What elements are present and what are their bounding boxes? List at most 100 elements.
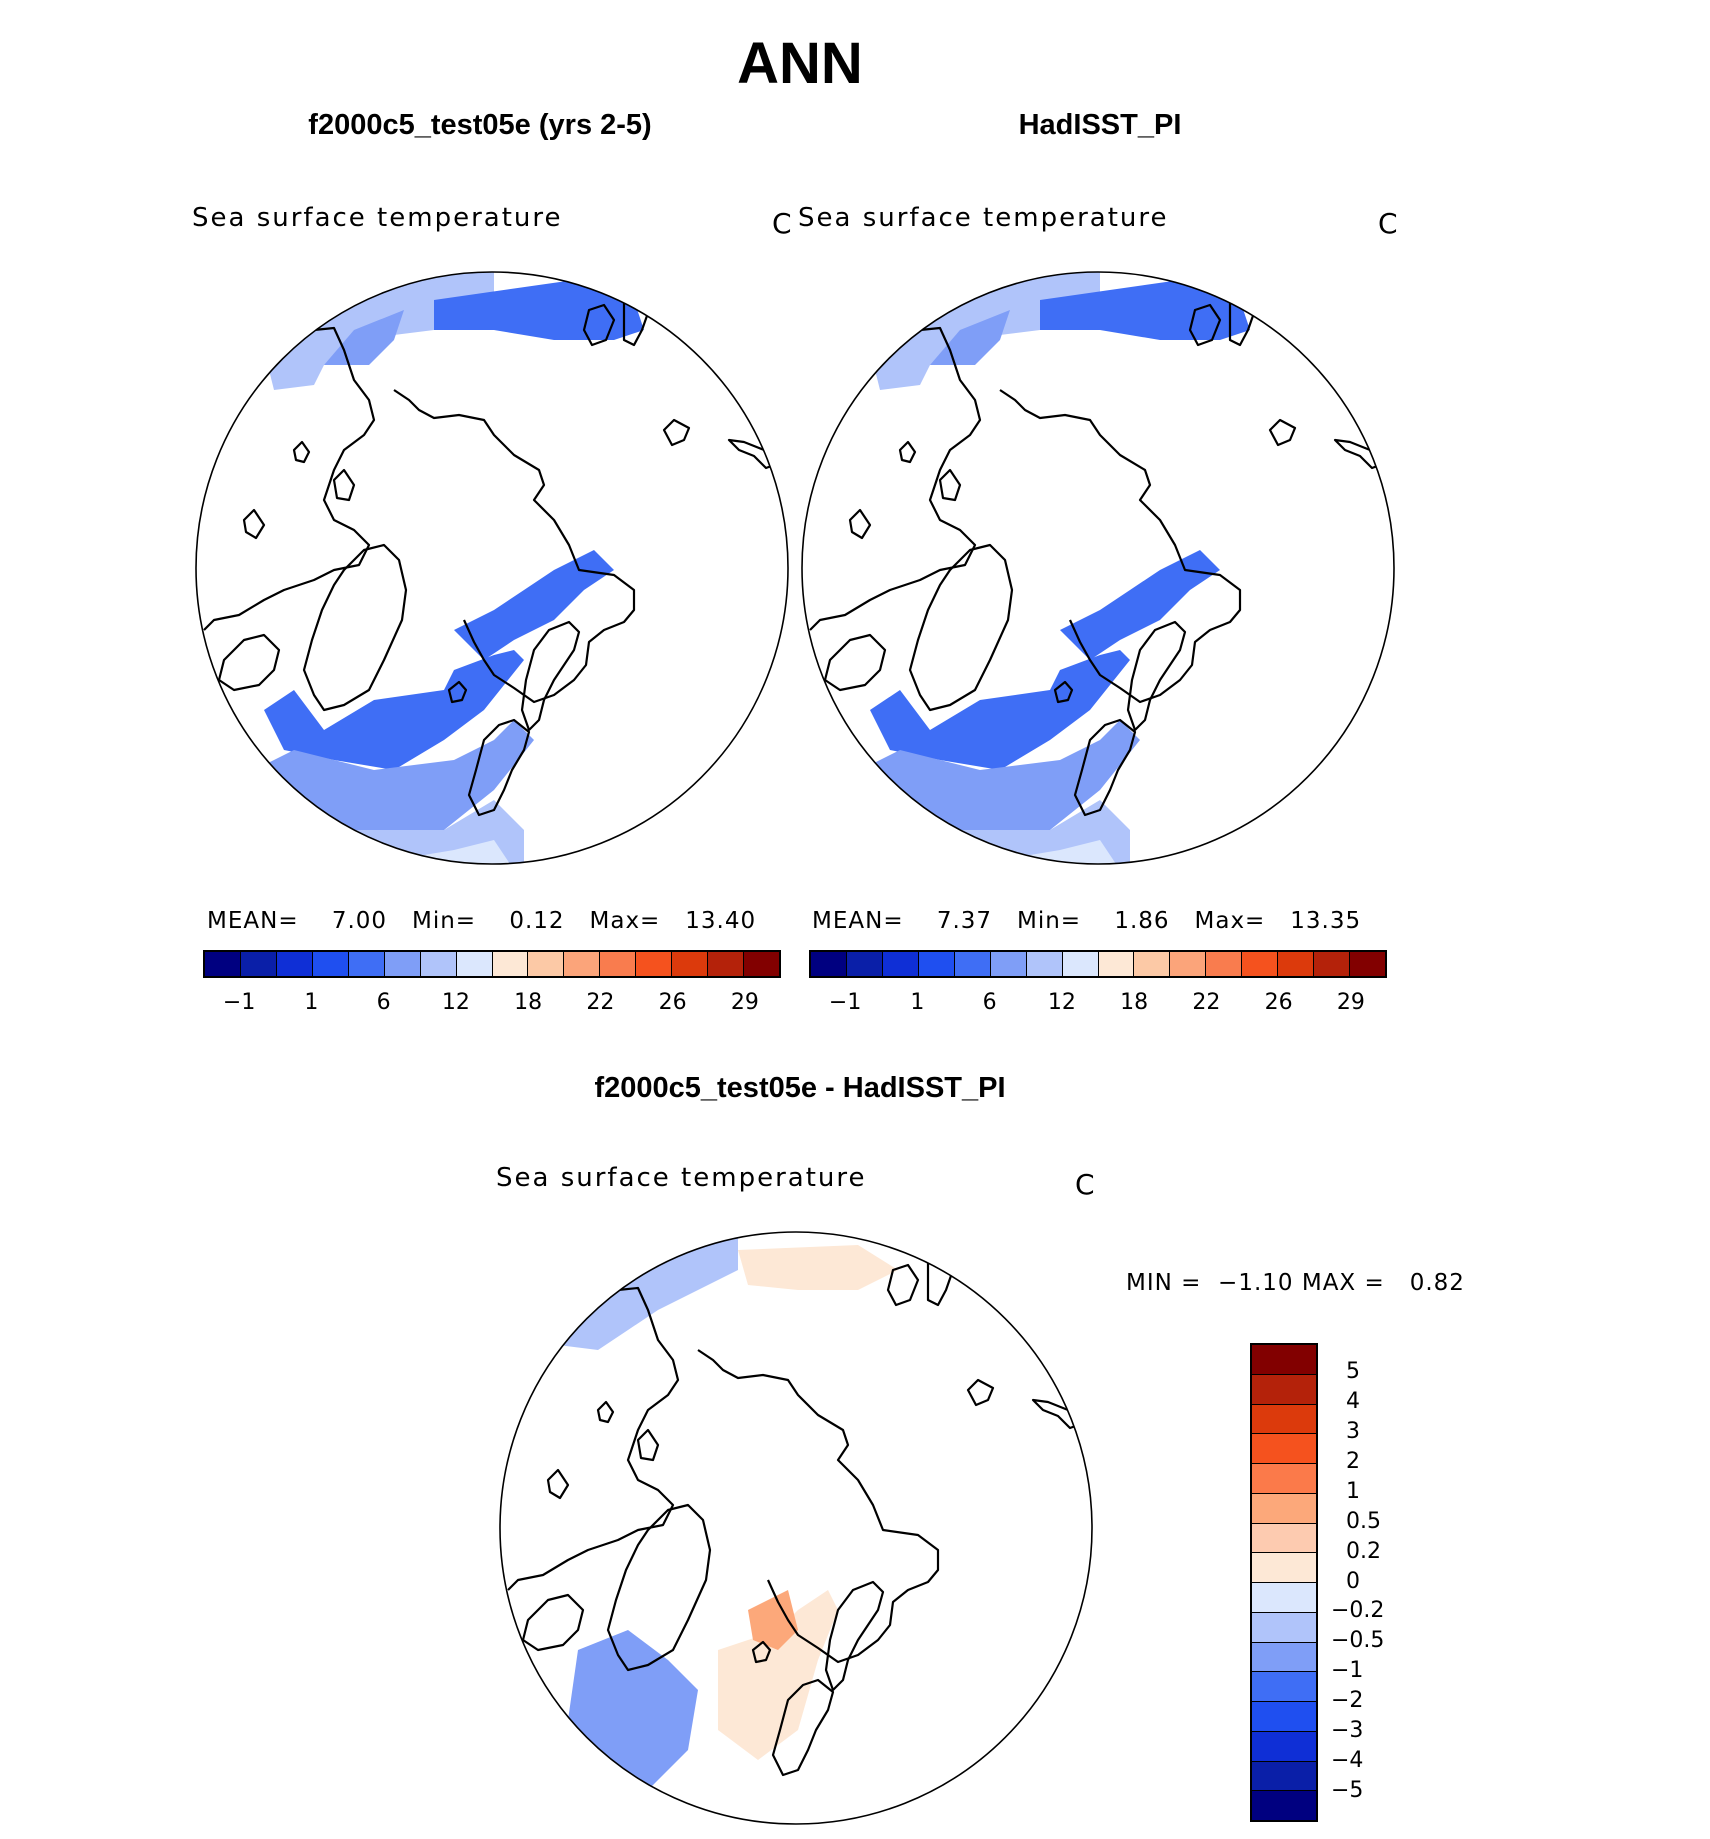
max-value: 13.40 xyxy=(685,908,757,934)
colorbar-cell xyxy=(744,952,779,976)
coastline xyxy=(521,1593,585,1652)
colorbar-cell xyxy=(1098,952,1135,976)
colorbar-tick-label: −4 xyxy=(1331,1748,1364,1774)
coastline xyxy=(848,508,872,540)
coastline xyxy=(1053,680,1074,704)
colorbar-cell xyxy=(1252,1374,1316,1405)
panel-subtitle-model: Sea surface temperature xyxy=(192,203,563,233)
colorbar-cell xyxy=(1252,1761,1316,1792)
colorbar-tick-label: 0 xyxy=(1346,1568,1360,1594)
coastline xyxy=(966,1378,995,1407)
colorbar-tick-label: −2 xyxy=(1331,1688,1364,1714)
coastline xyxy=(582,303,616,347)
colorbar-cell xyxy=(1252,1493,1316,1524)
colorbar-tick-label: 4 xyxy=(1346,1388,1360,1414)
coastline xyxy=(332,468,356,502)
colorbar-tick-label: 6 xyxy=(376,990,391,1015)
max-label: Max= xyxy=(589,908,661,934)
sst-region-norwegian-sea xyxy=(454,550,614,660)
colorbar-tick-label: 29 xyxy=(1336,990,1365,1015)
coastline xyxy=(908,543,1014,712)
min-value: 0.12 xyxy=(509,908,565,934)
colorbar-tick-label: −1 xyxy=(222,990,256,1015)
colorbar-cell xyxy=(240,952,277,976)
coastline xyxy=(302,543,408,712)
colorbar-cell xyxy=(312,952,349,976)
coastline xyxy=(217,633,281,692)
colorbar-cell xyxy=(1252,1434,1316,1464)
colorbar-cell xyxy=(1252,1583,1316,1613)
panel-title-diff: f2000c5_test05e - HadISST_PI xyxy=(594,1072,1006,1104)
colorbar-tick-label: 0.5 xyxy=(1346,1508,1381,1534)
colorbar-cell xyxy=(1252,1702,1316,1732)
colorbar-cell xyxy=(1350,952,1385,976)
coastline xyxy=(662,418,691,447)
coastline xyxy=(242,508,266,540)
mean-label: MEAN= xyxy=(207,908,299,934)
colorbar-tick-label: −1 xyxy=(1331,1658,1364,1684)
colorbar-tick-label: 18 xyxy=(1120,990,1149,1015)
colorbar-cell xyxy=(846,952,883,976)
colorbar-cell xyxy=(1242,952,1279,976)
map-field xyxy=(500,1232,1092,1824)
colorbar-cell xyxy=(1252,1672,1316,1702)
colorbar-tick-label: 3 xyxy=(1346,1418,1360,1444)
sst-region-norwegian-sea xyxy=(1060,550,1220,660)
colorbar-tick-label: 12 xyxy=(441,990,470,1015)
coastline xyxy=(697,1349,940,1664)
colorbar-cell xyxy=(456,952,493,976)
sst-region-labrador xyxy=(870,650,1130,770)
sst-diff-pacific xyxy=(558,1235,738,1350)
colorbar-tick-label: 2 xyxy=(1346,1448,1360,1474)
coastline xyxy=(898,440,917,464)
colorbar-tick-label: 6 xyxy=(982,990,997,1015)
coastline xyxy=(938,468,962,502)
coastline xyxy=(606,1503,712,1672)
colorbar-cell xyxy=(348,952,385,976)
colorbar-cell xyxy=(636,952,673,976)
mean-label: MEAN= xyxy=(812,908,904,934)
colorbar-tick-label: −5 xyxy=(1331,1778,1364,1804)
colorbar-cell xyxy=(1252,1523,1316,1554)
colorbar-cell xyxy=(1252,1731,1316,1762)
stats-obs: MEAN= 7.37 Min= 1.86 Max= 13.35 xyxy=(812,908,1361,934)
colorbar-tick-label: 22 xyxy=(586,990,615,1015)
panel-subtitle-obs: Sea surface temperature xyxy=(798,203,1169,233)
colorbar-model xyxy=(203,950,781,978)
colorbar-tick-label: 22 xyxy=(1192,990,1221,1015)
colorbar-cell xyxy=(708,952,745,976)
sst-region-labrador xyxy=(264,650,524,770)
colorbar-cell xyxy=(672,952,709,976)
panel-title-obs: HadISST_PI xyxy=(1018,109,1182,141)
colorbar-cell xyxy=(1206,952,1243,976)
colorbar-cell xyxy=(1278,952,1315,976)
sst-diff-barents xyxy=(748,1590,798,1650)
max-value: 13.35 xyxy=(1290,908,1362,934)
max-label: Max= xyxy=(1194,908,1266,934)
colorbar-cell xyxy=(882,952,919,976)
min-value: 1.86 xyxy=(1114,908,1170,934)
min-label: MIN = xyxy=(1126,1270,1202,1296)
panel-unit-model: C xyxy=(772,207,792,240)
sst-diff-norwegian xyxy=(718,1590,838,1760)
coastline xyxy=(1126,620,1187,732)
mean-value: 7.37 xyxy=(936,908,993,934)
max-value: 0.82 xyxy=(1409,1270,1465,1296)
max-label: MAX = xyxy=(1301,1270,1385,1296)
colorbar-cell xyxy=(1252,1345,1316,1375)
coastline xyxy=(447,680,468,704)
colorbar-cell xyxy=(1252,1791,1316,1820)
colorbar-tick-label: −0.5 xyxy=(1331,1628,1385,1654)
colorbar-tick-label: 26 xyxy=(1264,990,1293,1015)
colorbar-tick-label: −3 xyxy=(1331,1718,1364,1744)
coastline xyxy=(751,1640,772,1664)
colorbar-cell xyxy=(954,952,991,976)
map-border xyxy=(195,271,789,865)
coastline xyxy=(1268,418,1297,447)
coastline xyxy=(999,389,1242,704)
colorbar-obs xyxy=(809,950,1387,978)
coastline xyxy=(467,718,531,817)
colorbar-diff xyxy=(1250,1343,1318,1822)
colorbar-tick-label: 29 xyxy=(730,990,759,1015)
colorbar-cell xyxy=(1134,952,1171,976)
